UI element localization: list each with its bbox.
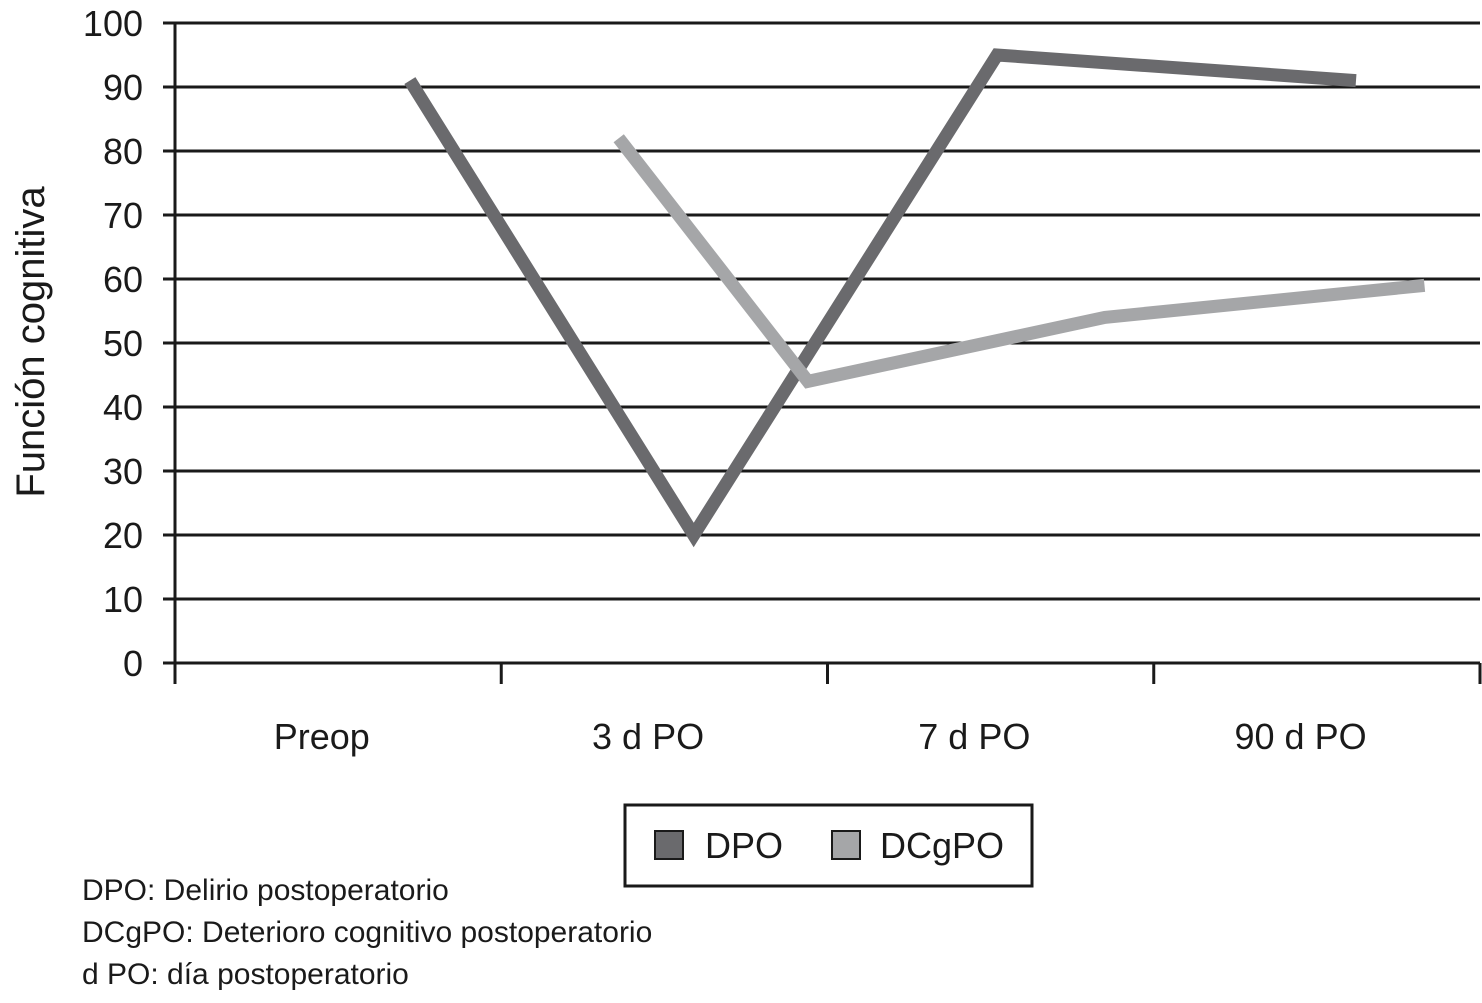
x-tick-label-0: Preop [274,716,370,757]
x-tick-labels: Preop 3 d PO 7 d PO 90 d PO [274,716,1367,757]
footnote-dpo: DPO: Delirio postoperatorio [82,874,449,907]
footnote-dpo-day: d PO: día postoperatorio [82,958,409,991]
x-tick-label-3: 90 d PO [1235,716,1367,757]
y-tick-label-80: 80 [103,131,143,172]
series-line-dpo [404,48,1357,548]
legend: DPO DCgPO [623,803,1034,888]
legend-box [623,803,1034,888]
y-tick-label-30: 30 [103,451,143,492]
series-lines [404,48,1426,548]
legend-label-dpo: DPO [705,825,783,866]
footnote-dcgpo: DCgPO: Deterioro cognitivo postoperatori… [82,916,653,949]
series-line-dcgpo [613,134,1426,389]
y-tick-label-10: 10 [103,579,143,620]
legend-swatch-dcgpo [831,830,861,860]
y-tick-label-50: 50 [103,323,143,364]
y-tick-label-20: 20 [103,515,143,556]
y-tick-label-70: 70 [103,195,143,236]
y-tick-label-60: 60 [103,259,143,300]
legend-label-dcgpo: DCgPO [880,825,1004,866]
y-tick-label-40: 40 [103,387,143,428]
x-tick-label-1: 3 d PO [592,716,704,757]
axes [163,21,1482,684]
y-tick-label-90: 90 [103,67,143,108]
legend-swatch-dpo [654,830,684,860]
x-tick-label-2: 7 d PO [918,716,1030,757]
y-tick-label-0: 0 [123,643,143,684]
y-tick-label-100: 100 [83,3,143,44]
y-axis-title: Función cognitiva [9,186,53,498]
footnotes: DPO: Delirio postoperatorio DCgPO: Deter… [82,870,652,996]
y-tick-labels: 0 10 20 30 40 50 60 70 80 90 100 [83,3,143,684]
gridlines [175,21,1480,601]
